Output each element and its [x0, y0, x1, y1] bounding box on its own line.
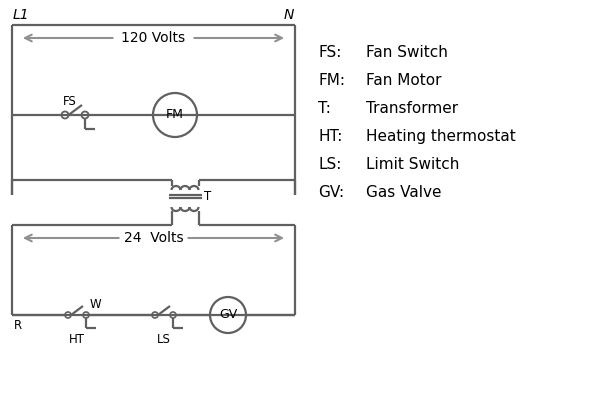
Text: T: T — [204, 190, 211, 203]
Text: Fan Motor: Fan Motor — [366, 73, 441, 88]
Text: HT:: HT: — [318, 129, 342, 144]
Text: 120 Volts: 120 Volts — [122, 31, 186, 45]
Text: LS: LS — [157, 333, 171, 346]
Text: FM:: FM: — [318, 73, 345, 88]
Text: GV:: GV: — [318, 185, 344, 200]
Text: Gas Valve: Gas Valve — [366, 185, 441, 200]
Text: 24  Volts: 24 Volts — [124, 231, 183, 245]
Text: L1: L1 — [13, 8, 30, 22]
Text: FM: FM — [166, 108, 184, 122]
Text: FS:: FS: — [318, 45, 342, 60]
Text: Heating thermostat: Heating thermostat — [366, 129, 516, 144]
Text: N: N — [284, 8, 294, 22]
Text: Limit Switch: Limit Switch — [366, 157, 460, 172]
Text: Fan Switch: Fan Switch — [366, 45, 448, 60]
Text: Transformer: Transformer — [366, 101, 458, 116]
Text: HT: HT — [69, 333, 85, 346]
Text: GV: GV — [219, 308, 237, 322]
Text: FS: FS — [63, 95, 77, 108]
Text: W: W — [90, 298, 101, 311]
Text: T:: T: — [318, 101, 331, 116]
Text: LS:: LS: — [318, 157, 342, 172]
Text: R: R — [14, 319, 22, 332]
